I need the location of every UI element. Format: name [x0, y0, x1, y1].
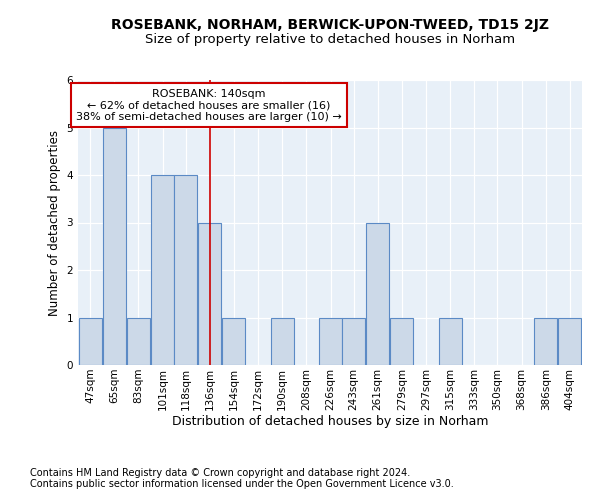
Bar: [103, 128, 126, 365]
Bar: [198, 222, 221, 365]
Bar: [559, 318, 581, 365]
Text: Size of property relative to detached houses in Norham: Size of property relative to detached ho…: [145, 32, 515, 46]
Text: ROSEBANK: 140sqm
← 62% of detached houses are smaller (16)
38% of semi-detached : ROSEBANK: 140sqm ← 62% of detached house…: [76, 88, 342, 122]
Bar: [79, 318, 101, 365]
Bar: [366, 222, 389, 365]
Bar: [151, 175, 174, 365]
Bar: [223, 318, 245, 365]
Text: Contains public sector information licensed under the Open Government Licence v3: Contains public sector information licen…: [30, 479, 454, 489]
Bar: [342, 318, 365, 365]
Bar: [127, 318, 150, 365]
Bar: [271, 318, 294, 365]
Bar: [174, 175, 197, 365]
X-axis label: Distribution of detached houses by size in Norham: Distribution of detached houses by size …: [172, 416, 488, 428]
Text: Contains HM Land Registry data © Crown copyright and database right 2024.: Contains HM Land Registry data © Crown c…: [30, 468, 410, 477]
Bar: [391, 318, 413, 365]
Text: ROSEBANK, NORHAM, BERWICK-UPON-TWEED, TD15 2JZ: ROSEBANK, NORHAM, BERWICK-UPON-TWEED, TD…: [111, 18, 549, 32]
Bar: [534, 318, 557, 365]
Y-axis label: Number of detached properties: Number of detached properties: [48, 130, 61, 316]
Bar: [319, 318, 342, 365]
Bar: [439, 318, 462, 365]
